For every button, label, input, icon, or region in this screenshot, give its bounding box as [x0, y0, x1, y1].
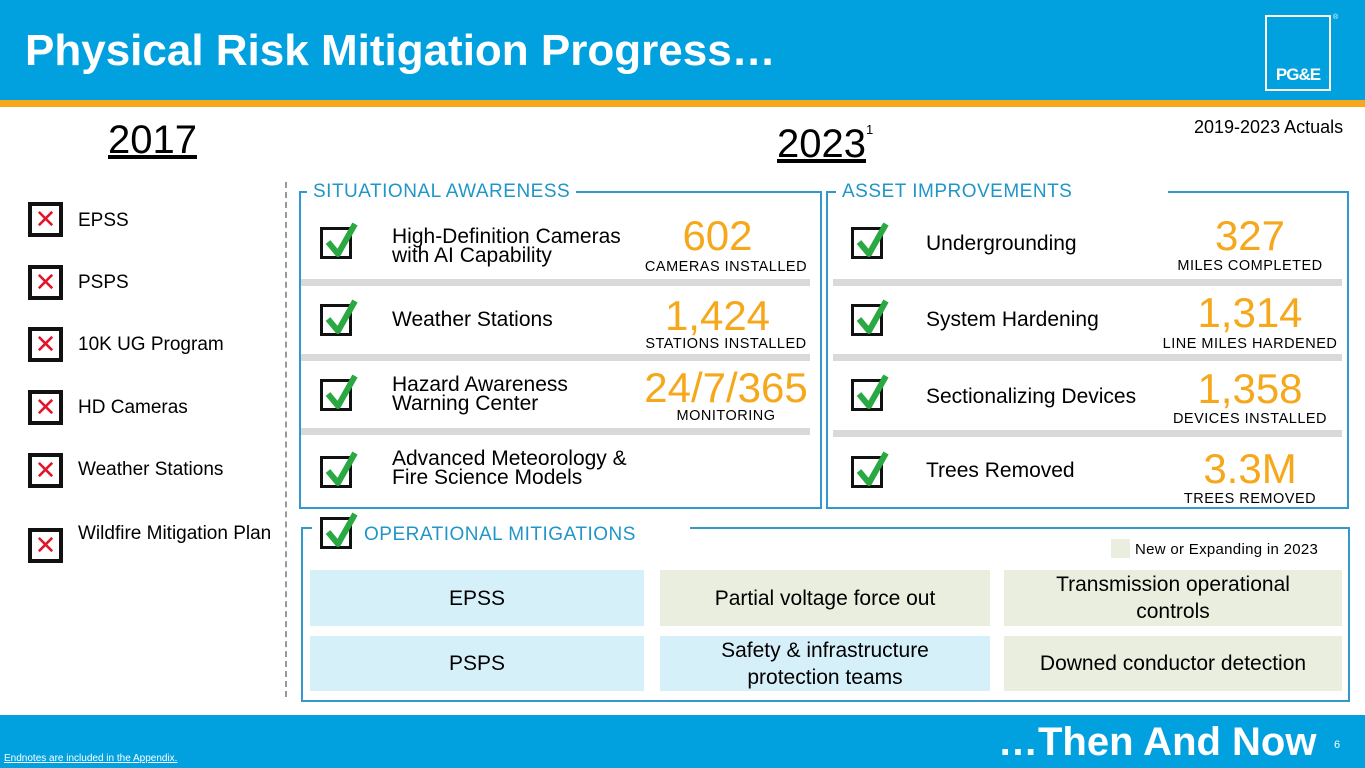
sa-item-value: 602: [682, 212, 753, 259]
sa-item-label: Weather Stations: [392, 308, 553, 331]
green-check-icon: [320, 451, 358, 488]
asset-item-sublabel: TREES REMOVED: [1183, 491, 1317, 507]
op-box-safety-teams: Safety & infrastructure protection teams: [660, 636, 990, 691]
logo-text: PG&E: [1275, 65, 1321, 84]
op-box-epss: EPSS: [310, 570, 644, 626]
pge-logo: PG&E: [1265, 15, 1331, 91]
left-item-label: 10K UG Program: [78, 334, 224, 355]
left-item-label: HD Cameras: [78, 397, 188, 418]
green-check-icon: [851, 222, 889, 259]
footer-bar: [0, 715, 1365, 768]
asset-item-sublabel: DEVICES INSTALLED: [1172, 411, 1328, 427]
op-box-downed-conductor: Downed conductor detection: [1004, 636, 1342, 691]
sa-item-label: Advanced Meteorology & Fire Science Mode…: [392, 447, 627, 489]
asset-item-sublabel: LINE MILES HARDENED: [1162, 336, 1338, 352]
red-x-icon: ✕: [28, 528, 63, 563]
op-box-partial-voltage: Partial voltage force out: [660, 570, 990, 626]
green-check-icon: [320, 222, 358, 259]
sa-item-value: 24/7/365: [644, 364, 808, 411]
red-x-icon: ✕: [28, 327, 63, 362]
row-separator: [301, 354, 810, 361]
green-check-icon: [320, 512, 358, 549]
green-check-icon: [851, 299, 889, 336]
year-2023-footnote-ref: 1: [866, 122, 874, 137]
op-box-psps: PSPS: [310, 636, 644, 691]
legend-label: New or Expanding in 2023: [1135, 541, 1319, 558]
green-check-icon: [320, 374, 358, 411]
operational-mitigations-title: OPERATIONAL MITIGATIONS: [358, 524, 642, 546]
asset-item-value: 1,358: [1197, 365, 1303, 412]
left-item-label: Wildfire Mitigation Plan: [78, 523, 272, 544]
endnote-link[interactable]: Endnotes are included in the Appendix.: [4, 753, 178, 764]
asset-item-label: System Hardening: [926, 308, 1099, 331]
section-divider: [285, 182, 287, 697]
asset-item-label: Undergrounding: [926, 232, 1077, 255]
situational-awareness-title: SITUATIONAL AWARENESS: [307, 181, 577, 203]
asset-item-value: 1,314: [1197, 289, 1303, 336]
red-x-icon: ✕: [28, 390, 63, 425]
header-bar: [0, 0, 1365, 100]
left-item-label: EPSS: [78, 210, 129, 231]
row-separator: [301, 279, 810, 286]
sa-item-value: 1,424: [664, 292, 771, 339]
sa-item-sublabel: STATIONS INSTALLED: [645, 336, 807, 352]
row-separator: [301, 428, 810, 435]
sa-item-sublabel: MONITORING: [676, 408, 776, 424]
op-box-transmission-controls: Transmission operational controls: [1004, 570, 1342, 626]
asset-improvements-title: ASSET IMPROVEMENTS: [836, 181, 1169, 203]
asset-item-sublabel: MILES COMPLETED: [1177, 258, 1323, 274]
footer-tagline: …Then And Now: [998, 720, 1317, 764]
row-separator: [833, 354, 1342, 361]
red-x-icon: ✕: [28, 265, 63, 300]
asset-item-value: 327: [1214, 212, 1286, 259]
page-number: 6: [1334, 739, 1341, 751]
sa-item-sublabel: CAMERAS INSTALLED: [644, 259, 808, 275]
legend-swatch: [1111, 539, 1130, 558]
sa-item-label: High-Definition Cameras with AI Capabili…: [392, 225, 621, 267]
asset-item-label: Sectionalizing Devices: [926, 385, 1137, 408]
left-item-label: Weather Stations: [78, 459, 224, 480]
green-check-icon: [320, 299, 358, 336]
asset-item-label: Trees Removed: [926, 459, 1075, 482]
red-x-icon: ✕: [28, 202, 63, 237]
asset-item-value: 3.3M: [1203, 445, 1297, 492]
year-2023-heading: 2023: [777, 122, 866, 166]
sa-item-label: Hazard Awareness Warning Center: [392, 373, 568, 415]
operational-mitigations-panel: [301, 527, 1350, 702]
actuals-note: 2019-2023 Actuals: [1194, 117, 1344, 137]
header-accent-stripe: [0, 100, 1365, 107]
page-title: Physical Risk Mitigation Progress…: [25, 26, 776, 75]
row-separator: [833, 430, 1342, 437]
green-check-icon: [851, 451, 889, 488]
year-2017-heading: 2017: [108, 118, 197, 162]
logo-registered-mark: ®: [1333, 14, 1339, 21]
red-x-icon: ✕: [28, 453, 63, 488]
green-check-icon: [851, 374, 889, 411]
row-separator: [833, 279, 1342, 286]
left-item-label: PSPS: [78, 272, 129, 293]
